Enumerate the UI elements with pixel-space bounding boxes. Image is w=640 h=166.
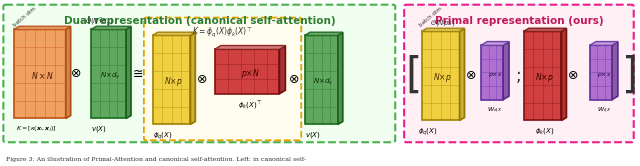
Polygon shape xyxy=(422,28,465,31)
Text: $\phi_q(X)$: $\phi_q(X)$ xyxy=(418,126,438,138)
Polygon shape xyxy=(460,28,465,121)
Text: $\otimes$: $\otimes$ xyxy=(196,73,207,86)
Polygon shape xyxy=(191,32,195,124)
Polygon shape xyxy=(14,26,70,29)
Polygon shape xyxy=(126,26,131,119)
Polygon shape xyxy=(66,26,70,119)
FancyBboxPatch shape xyxy=(3,5,396,142)
Polygon shape xyxy=(503,42,509,100)
Polygon shape xyxy=(503,42,509,100)
Polygon shape xyxy=(305,35,338,124)
Polygon shape xyxy=(590,42,618,45)
Polygon shape xyxy=(590,42,618,45)
Polygon shape xyxy=(524,31,561,121)
Text: $\phi_k(X)^\top$: $\phi_k(X)^\top$ xyxy=(238,100,262,111)
Text: batch dim: batch dim xyxy=(418,6,443,27)
Text: Figure 3: An illustration of Primal-Attention and canonical self-attention. Left: Figure 3: An illustration of Primal-Atte… xyxy=(6,157,307,162)
Polygon shape xyxy=(481,42,509,45)
Text: Dual representation (canonical self-attention): Dual representation (canonical self-atte… xyxy=(65,16,336,26)
Polygon shape xyxy=(14,26,70,29)
Text: $\otimes$: $\otimes$ xyxy=(287,73,299,86)
Polygon shape xyxy=(191,32,195,124)
Text: $v(X)$: $v(X)$ xyxy=(305,130,321,140)
Polygon shape xyxy=(92,26,131,29)
Text: $\otimes$: $\otimes$ xyxy=(465,69,476,83)
Text: $N \times N$: $N \times N$ xyxy=(31,70,53,82)
Polygon shape xyxy=(126,26,131,119)
Polygon shape xyxy=(561,28,566,121)
FancyBboxPatch shape xyxy=(404,5,634,142)
Text: $p{\times}N$: $p{\times}N$ xyxy=(241,67,260,80)
Text: $N{\times}d_v$: $N{\times}d_v$ xyxy=(313,77,333,87)
Polygon shape xyxy=(92,29,126,119)
Polygon shape xyxy=(524,28,566,31)
Text: batch dim: batch dim xyxy=(12,6,37,27)
Polygon shape xyxy=(612,42,618,100)
Polygon shape xyxy=(215,49,280,94)
Text: $\otimes$: $\otimes$ xyxy=(70,67,81,81)
Text: Primal representation (ours): Primal representation (ours) xyxy=(435,16,604,26)
Text: $N{\times}d_v$: $N{\times}d_v$ xyxy=(100,71,121,81)
Text: $N{\times}p$: $N{\times}p$ xyxy=(164,75,183,88)
Text: $p{\times}s$: $p{\times}s$ xyxy=(488,70,502,79)
Polygon shape xyxy=(153,35,191,124)
Text: $\phi_k(X)$: $\phi_k(X)$ xyxy=(535,126,554,136)
Polygon shape xyxy=(338,32,343,124)
Text: $p{\times}s$: $p{\times}s$ xyxy=(597,70,611,79)
Polygon shape xyxy=(338,32,343,124)
Polygon shape xyxy=(612,42,618,100)
Polygon shape xyxy=(66,26,70,119)
Polygon shape xyxy=(590,45,612,100)
Text: ]: ] xyxy=(621,55,638,97)
Polygon shape xyxy=(305,32,343,35)
Polygon shape xyxy=(92,26,131,29)
Polygon shape xyxy=(215,46,285,49)
Text: $K = \phi_q(X)\phi_k(X)^\top$: $K = \phi_q(X)\phi_k(X)^\top$ xyxy=(191,25,253,39)
Polygon shape xyxy=(215,46,285,49)
Polygon shape xyxy=(153,32,195,35)
Text: $\mathcal{O}(N^2 d_v)$: $\mathcal{O}(N^2 d_v)$ xyxy=(85,16,114,28)
Polygon shape xyxy=(561,28,566,121)
Polygon shape xyxy=(481,45,503,100)
Text: $W_{r|X}$: $W_{r|X}$ xyxy=(596,106,611,114)
Text: $N{\times}p$: $N{\times}p$ xyxy=(536,71,554,84)
Polygon shape xyxy=(422,28,465,31)
Text: [: [ xyxy=(405,55,421,97)
Polygon shape xyxy=(524,28,566,31)
Text: $v(X)$: $v(X)$ xyxy=(92,124,108,134)
Polygon shape xyxy=(153,32,195,35)
Polygon shape xyxy=(280,46,285,94)
Text: $\phi_q(X)$: $\phi_q(X)$ xyxy=(153,130,173,142)
Polygon shape xyxy=(460,28,465,121)
Text: $\otimes$: $\otimes$ xyxy=(567,69,578,83)
Text: $\cong$: $\cong$ xyxy=(130,67,144,81)
Text: $N{\times}p$: $N{\times}p$ xyxy=(433,71,452,84)
Text: $W_{e|X}$: $W_{e|X}$ xyxy=(488,106,503,114)
Text: $\mathcal{O}(Nps)$: $\mathcal{O}(Nps)$ xyxy=(430,18,456,28)
Polygon shape xyxy=(422,31,460,121)
Polygon shape xyxy=(481,42,509,45)
Polygon shape xyxy=(14,29,66,119)
Text: $K=[\kappa(\boldsymbol{x}_i,\boldsymbol{x}_j)]$: $K=[\kappa(\boldsymbol{x}_i,\boldsymbol{… xyxy=(16,124,57,135)
FancyBboxPatch shape xyxy=(144,18,301,140)
Polygon shape xyxy=(280,46,285,94)
Polygon shape xyxy=(305,32,343,35)
Text: ;: ; xyxy=(516,67,522,85)
